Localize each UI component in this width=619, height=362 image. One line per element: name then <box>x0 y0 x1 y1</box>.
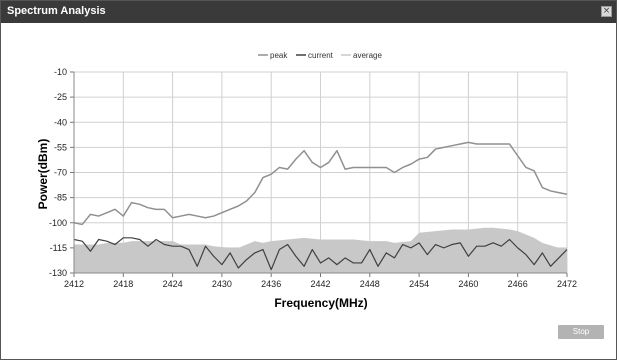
y-axis-title: Power(dBm) <box>36 139 50 210</box>
x-tick-label: 2460 <box>458 279 478 289</box>
x-tick-label: 2472 <box>557 279 577 289</box>
y-tick-label: -10 <box>54 67 67 77</box>
title-bar: Spectrum Analysis × <box>1 1 616 23</box>
y-tick-label: -70 <box>54 168 67 178</box>
chart-axes: 2412 2418 2424 2430 2436 2442 2448 2454 2460 2466… <box>49 67 577 289</box>
y-tick-label: -130 <box>49 268 67 278</box>
chart-legend: peak current average <box>258 51 382 60</box>
x-tick-label: 2454 <box>409 279 429 289</box>
y-tick-label: -115 <box>50 243 67 253</box>
x-tick-label: 2466 <box>508 279 528 289</box>
x-tick-label: 2424 <box>163 279 183 289</box>
x-tick-label: 2448 <box>360 279 380 289</box>
legend-label-current[interactable]: current <box>308 51 334 60</box>
x-tick-label: 2436 <box>261 279 281 289</box>
peak-line <box>73 141 568 226</box>
legend-label-average[interactable]: average <box>353 51 382 60</box>
x-tick-label: 2442 <box>310 279 330 289</box>
y-tick-label: -85 <box>54 193 67 203</box>
y-tick-label: -40 <box>54 117 67 127</box>
y-tick-label: -25 <box>54 92 67 102</box>
close-icon[interactable]: × <box>601 6 612 17</box>
x-tick-label: 2430 <box>212 279 232 289</box>
legend-label-peak[interactable]: peak <box>270 51 288 60</box>
chart-series <box>73 141 568 273</box>
current-line <box>73 237 568 271</box>
y-tick-label: -100 <box>49 218 67 228</box>
x-tick-label: 2418 <box>113 279 133 289</box>
window-title: Spectrum Analysis <box>7 5 106 17</box>
stop-button[interactable]: Stop <box>558 325 604 339</box>
y-tick-label: -55 <box>54 142 67 152</box>
x-tick-label: 2412 <box>64 279 84 289</box>
average-area <box>74 227 567 273</box>
x-axis-title: Frequency(MHz) <box>274 296 367 310</box>
